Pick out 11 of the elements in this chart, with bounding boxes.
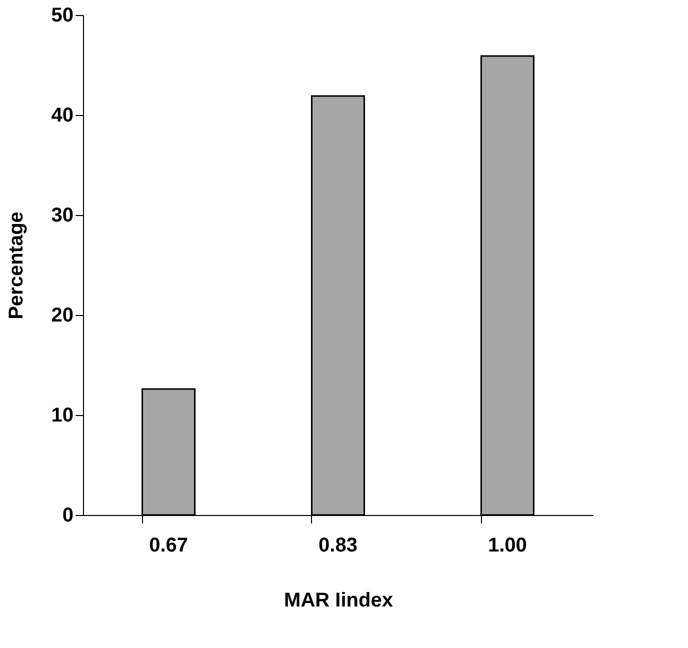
y-tick-label: 40 — [51, 104, 74, 126]
y-tick-label: 0 — [62, 504, 74, 526]
x-axis-title: MAR Iindex — [284, 590, 393, 612]
x-tick-label: 0.83 — [318, 534, 358, 556]
y-tick-label: 50 — [51, 4, 74, 26]
x-tick-label: 0.67 — [149, 534, 188, 556]
x-tick-label: 1.00 — [488, 534, 527, 556]
y-tick-label: 10 — [51, 404, 74, 426]
y-tick-label: 20 — [51, 304, 74, 326]
y-tick-label: 30 — [51, 204, 74, 226]
y-axis-title: Percentage — [5, 212, 28, 320]
